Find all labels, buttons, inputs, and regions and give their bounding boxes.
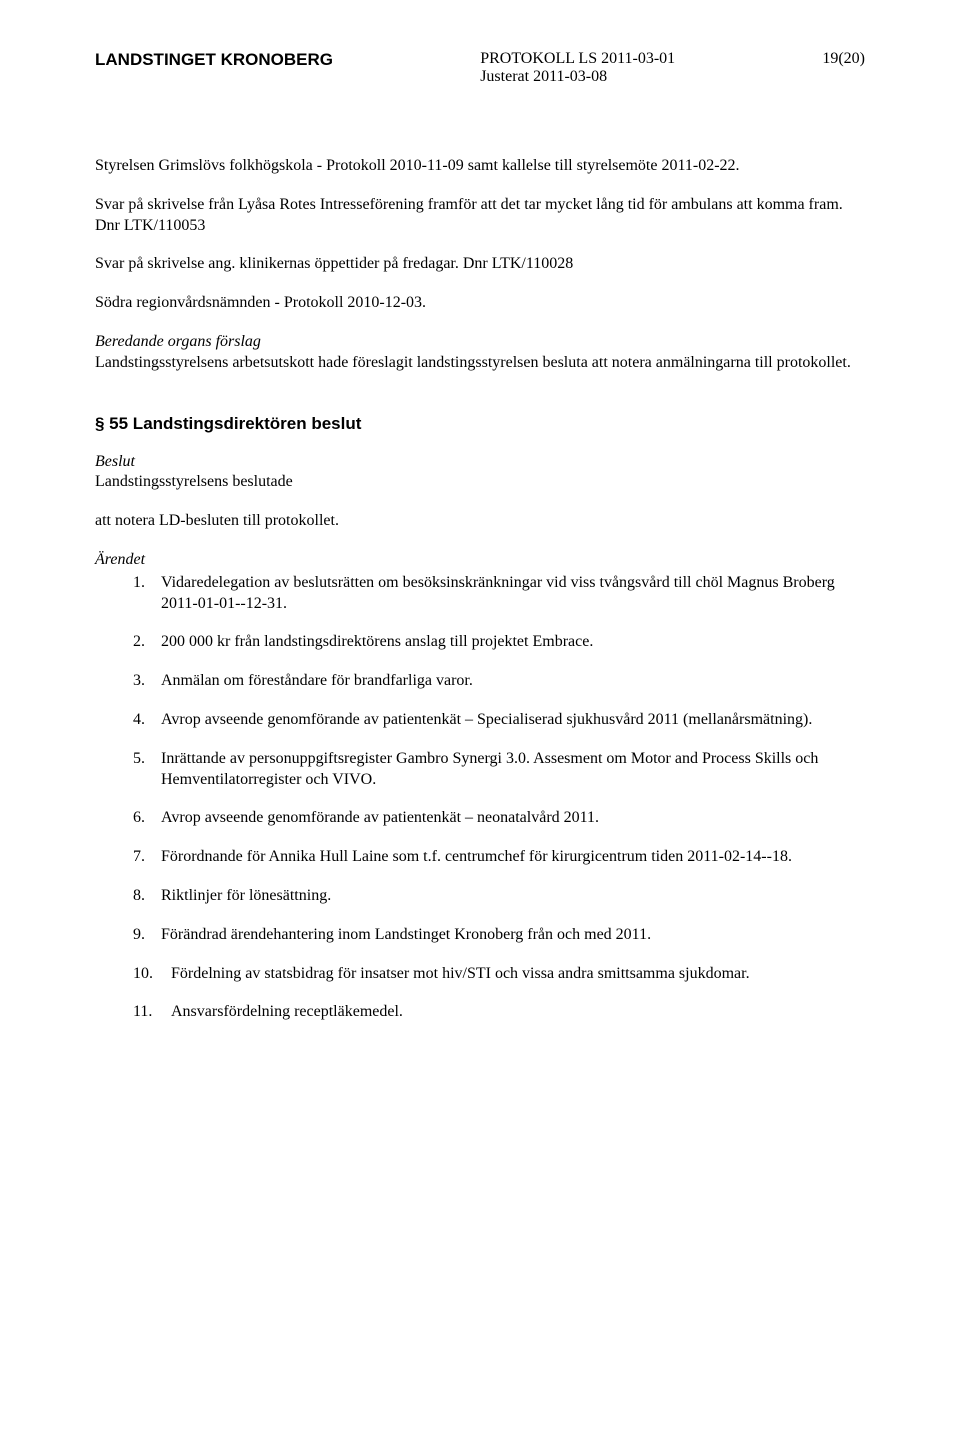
list-item: 8. Riktlinjer för lönesättning. xyxy=(133,886,865,907)
list-text: Ansvarsfördelning receptläkemedel. xyxy=(171,1002,865,1023)
paragraph-1: Styrelsen Grimslövs folkhögskola - Proto… xyxy=(95,156,865,177)
organization-name: LANDSTINGET KRONOBERG xyxy=(95,50,333,70)
beslut-block: Beslut Landstingsstyrelsens beslutade xyxy=(95,452,865,494)
list-item: 7. Förordnande för Annika Hull Laine som… xyxy=(133,847,865,868)
list-number: 6. xyxy=(133,808,161,829)
list-text: Vidaredelegation av beslutsrätten om bes… xyxy=(161,573,865,615)
list-item: 4. Avrop avseende genomförande av patien… xyxy=(133,710,865,731)
paragraph-2: Svar på skrivelse från Lyåsa Rotes Intre… xyxy=(95,195,865,237)
list-text: Anmälan om föreståndare för brandfarliga… xyxy=(161,671,865,692)
list-item: 10. Fördelning av statsbidrag för insats… xyxy=(133,964,865,985)
beredande-block: Beredande organs förslag Landstingsstyre… xyxy=(95,332,865,374)
list-item: 9. Förändrad ärendehantering inom Landst… xyxy=(133,925,865,946)
page-number: 19(20) xyxy=(822,50,865,68)
arendet-heading: Ärendet xyxy=(95,550,865,571)
list-text: Förordnande för Annika Hull Laine som t.… xyxy=(161,847,865,868)
paragraph-3: Svar på skrivelse ang. klinikernas öppet… xyxy=(95,254,865,275)
list-number: 2. xyxy=(133,632,161,653)
list-number: 4. xyxy=(133,710,161,731)
list-item: 2. 200 000 kr från landstingsdirektörens… xyxy=(133,632,865,653)
list-item: 11. Ansvarsfördelning receptläkemedel. xyxy=(133,1002,865,1023)
beredande-heading: Beredande organs förslag xyxy=(95,333,261,350)
list-text: Fördelning av statsbidrag för insatser m… xyxy=(171,964,865,985)
list-text: 200 000 kr från landstingsdirektörens an… xyxy=(161,632,865,653)
list-number: 8. xyxy=(133,886,161,907)
list-number: 10. xyxy=(133,964,171,985)
beslut-heading: Beslut xyxy=(95,453,135,470)
list-item: 6. Avrop avseende genomförande av patien… xyxy=(133,808,865,829)
document-header: LANDSTINGET KRONOBERG PROTOKOLL LS 2011-… xyxy=(95,50,865,86)
list-text: Avrop avseende genomförande av patienten… xyxy=(161,808,865,829)
protocol-line1: PROTOKOLL LS 2011-03-01 xyxy=(480,50,675,68)
list-text: Förändrad ärendehantering inom Landsting… xyxy=(161,925,865,946)
list-item: 3. Anmälan om föreståndare för brandfarl… xyxy=(133,671,865,692)
protocol-line2: Justerat 2011-03-08 xyxy=(480,68,675,86)
list-item: 1. Vidaredelegation av beslutsrätten om … xyxy=(133,573,865,615)
list-number: 7. xyxy=(133,847,161,868)
protocol-info: PROTOKOLL LS 2011-03-01 Justerat 2011-03… xyxy=(480,50,675,86)
list-text: Riktlinjer för lönesättning. xyxy=(161,886,865,907)
arendet-list: 1. Vidaredelegation av beslutsrätten om … xyxy=(133,573,865,1023)
section-55-heading: § 55 Landstingsdirektören beslut xyxy=(95,414,865,434)
beredande-text: Landstingsstyrelsens arbetsutskott hade … xyxy=(95,354,851,371)
list-number: 1. xyxy=(133,573,161,615)
list-text: Inrättande av personuppgiftsregister Gam… xyxy=(161,749,865,791)
list-number: 9. xyxy=(133,925,161,946)
list-item: 5. Inrättande av personuppgiftsregister … xyxy=(133,749,865,791)
beslut-text: Landstingsstyrelsens beslutade xyxy=(95,473,293,490)
list-text: Avrop avseende genomförande av patienten… xyxy=(161,710,865,731)
list-number: 5. xyxy=(133,749,161,791)
paragraph-4: Södra regionvårdsnämnden - Protokoll 201… xyxy=(95,293,865,314)
list-number: 3. xyxy=(133,671,161,692)
list-number: 11. xyxy=(133,1002,171,1023)
att-text: att notera LD-besluten till protokollet. xyxy=(95,511,865,532)
